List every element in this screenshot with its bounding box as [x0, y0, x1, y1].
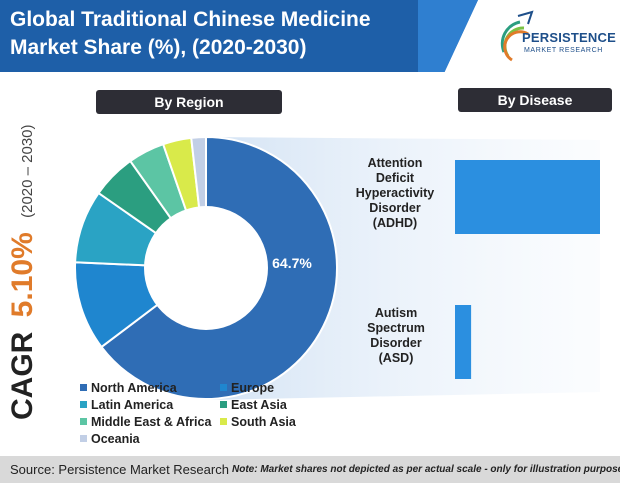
disease-bar-asd — [455, 305, 472, 379]
disease-label-adhd-line-4: Disorder — [369, 201, 421, 215]
disease-label-asd-line-2: Spectrum — [367, 321, 425, 335]
region-legend: North America Europe Latin America East … — [80, 381, 380, 451]
legend-swatch — [80, 418, 87, 425]
title-line-1: Global Traditional Chinese Medicine — [10, 8, 371, 31]
tab-by-region: By Region — [96, 90, 282, 114]
disease-label-adhd-line-5: (ADHD) — [372, 216, 418, 230]
legend-item-europe: Europe — [220, 381, 274, 396]
legend-swatch — [80, 401, 87, 408]
disease-label-asd-line-1: Autism — [374, 306, 418, 320]
legend-label: Middle East & Africa — [91, 415, 212, 429]
legend-item-east-asia: East Asia — [220, 398, 287, 413]
legend-item-latin-america: Latin America — [80, 398, 173, 413]
legend-label: North America — [91, 381, 177, 395]
legend-swatch — [220, 418, 227, 425]
legend-label: East Asia — [231, 398, 287, 412]
logo-name: PERSISTENCE — [522, 30, 616, 45]
disease-label-asd-line-3: Disorder — [370, 336, 422, 350]
tab-by-disease: By Disease — [458, 88, 612, 112]
note-text: Note: Market shares not depicted as per … — [232, 464, 620, 475]
disease-label-adhd: Attention Deficit Hyperactivity Disorder… — [340, 156, 450, 231]
legend-label: South Asia — [231, 415, 296, 429]
cagr-vertical-label: CAGR 5.10% (2020 – 2030) — [6, 124, 38, 420]
disease-label-adhd-line-2: Deficit — [375, 171, 415, 185]
legend-swatch — [220, 384, 227, 391]
disease-label-adhd-line-3: Hyperactivity — [355, 186, 435, 200]
legend-label: Europe — [231, 381, 275, 395]
cagr-value: 5.10% — [6, 232, 38, 317]
legend-item-middle-east-africa: Middle East & Africa — [80, 415, 211, 430]
legend-label: Latin America — [91, 398, 174, 412]
disease-label-adhd-line-1: Attention — [367, 156, 423, 170]
legend-label: Oceania — [91, 432, 140, 446]
donut-hole — [144, 206, 268, 330]
page-title: Global Traditional Chinese Medicine Mark… — [10, 6, 460, 62]
data-label-north-america: 64.7% — [272, 255, 312, 271]
disease-label-asd: Autism Spectrum Disorder (ASD) — [350, 306, 442, 366]
footer: Source: Persistence Market Research Note… — [0, 456, 620, 483]
cagr-period: (2020 – 2030) — [19, 124, 36, 217]
legend-swatch — [80, 384, 87, 391]
logo: PERSISTENCE MARKET RESEARCH — [498, 6, 616, 68]
legend-swatch — [80, 435, 87, 442]
logo-mark-icon — [500, 10, 534, 62]
title-line-2: Market Share (%), (2020-2030) — [10, 36, 307, 59]
legend-item-north-america: North America — [80, 381, 177, 396]
disease-bar-adhd — [455, 160, 600, 234]
legend-item-oceania: Oceania — [80, 432, 140, 447]
disease-label-asd-line-4: (ASD) — [378, 351, 414, 365]
svg-text:CAGR 5.10% (2020 –: CAGR 5.10% (2020 – 2030) — [6, 124, 38, 420]
legend-item-south-asia: South Asia — [220, 415, 296, 430]
cagr-label: CAGR — [6, 331, 38, 420]
legend-swatch — [220, 401, 227, 408]
source-text: Source: Persistence Market Research — [10, 462, 229, 477]
logo-subtitle: MARKET RESEARCH — [524, 47, 603, 54]
